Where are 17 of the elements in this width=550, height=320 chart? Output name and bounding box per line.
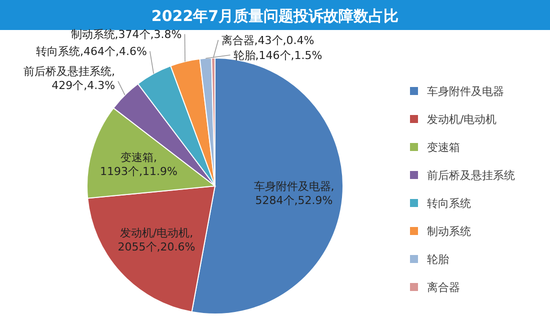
data-label: 前后桥及悬挂系统, 429个,4.3% bbox=[24, 65, 116, 92]
legend-label: 前后桥及悬挂系统 bbox=[427, 169, 515, 182]
legend-label: 轮胎 bbox=[427, 253, 449, 266]
data-label: 发动机/电动机, 2055个,20.6% bbox=[118, 226, 196, 254]
legend-label: 变速箱 bbox=[427, 141, 460, 154]
legend-label: 转向系统 bbox=[427, 197, 471, 210]
legend-label: 发动机/电动机 bbox=[427, 113, 497, 126]
chart-title: 2022年7月质量问题投诉故障数占比 bbox=[151, 7, 399, 25]
data-label: 制动系统,374个,3.8% bbox=[70, 28, 182, 42]
data-label: 离合器,43个,0.4% bbox=[221, 34, 314, 48]
legend-label: 离合器 bbox=[427, 281, 460, 294]
data-label: 转向系统,464个,4.6% bbox=[36, 45, 147, 58]
data-label: 变速箱, 1193个,11.9% bbox=[100, 151, 178, 178]
legend-label: 车身附件及电器 bbox=[427, 85, 504, 98]
legend-label: 制动系统 bbox=[427, 225, 471, 238]
data-label: 轮胎,146个,1.5% bbox=[233, 49, 322, 62]
data-label: 车身附件及电器, 5284个,52.9% bbox=[254, 180, 334, 208]
